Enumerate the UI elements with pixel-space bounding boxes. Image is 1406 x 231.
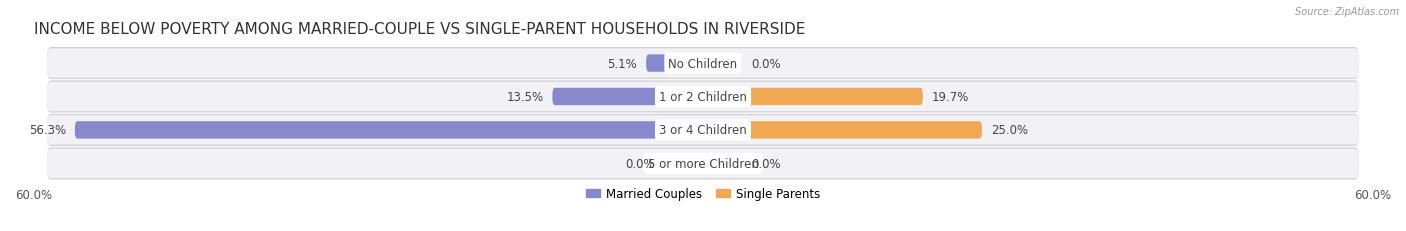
Text: 0.0%: 0.0%	[626, 157, 655, 170]
Text: 0.0%: 0.0%	[751, 157, 780, 170]
Legend: Married Couples, Single Parents: Married Couples, Single Parents	[581, 183, 825, 205]
Text: 5 or more Children: 5 or more Children	[648, 157, 758, 170]
FancyBboxPatch shape	[553, 88, 703, 106]
FancyBboxPatch shape	[46, 149, 1360, 178]
Text: 5.1%: 5.1%	[607, 57, 637, 70]
Text: 3 or 4 Children: 3 or 4 Children	[659, 124, 747, 137]
FancyBboxPatch shape	[46, 48, 1360, 80]
FancyBboxPatch shape	[647, 55, 703, 72]
FancyBboxPatch shape	[46, 49, 1360, 78]
Text: 0.0%: 0.0%	[751, 57, 780, 70]
Text: 25.0%: 25.0%	[991, 124, 1028, 137]
Text: 13.5%: 13.5%	[506, 91, 544, 103]
Text: Source: ZipAtlas.com: Source: ZipAtlas.com	[1295, 7, 1399, 17]
FancyBboxPatch shape	[75, 122, 703, 139]
FancyBboxPatch shape	[46, 82, 1360, 112]
Text: INCOME BELOW POVERTY AMONG MARRIED-COUPLE VS SINGLE-PARENT HOUSEHOLDS IN RIVERSI: INCOME BELOW POVERTY AMONG MARRIED-COUPL…	[34, 22, 806, 37]
Text: No Children: No Children	[668, 57, 738, 70]
FancyBboxPatch shape	[46, 81, 1360, 113]
Text: 19.7%: 19.7%	[932, 91, 969, 103]
FancyBboxPatch shape	[46, 148, 1360, 180]
FancyBboxPatch shape	[46, 116, 1360, 145]
FancyBboxPatch shape	[703, 55, 742, 72]
FancyBboxPatch shape	[46, 114, 1360, 146]
Text: 1 or 2 Children: 1 or 2 Children	[659, 91, 747, 103]
FancyBboxPatch shape	[703, 122, 981, 139]
FancyBboxPatch shape	[703, 88, 922, 106]
Text: 56.3%: 56.3%	[28, 124, 66, 137]
FancyBboxPatch shape	[664, 155, 703, 172]
FancyBboxPatch shape	[703, 155, 742, 172]
